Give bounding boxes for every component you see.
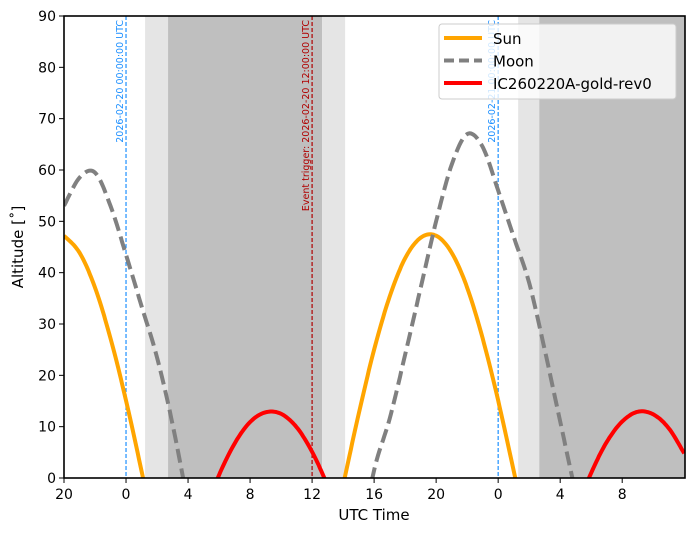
legend-label: IC260220A-gold-rev0 bbox=[493, 75, 652, 93]
y-axis-label: Altitude [˚] bbox=[9, 206, 27, 289]
x-axis-label: UTC Time bbox=[338, 506, 409, 524]
legend-label: Sun bbox=[493, 30, 522, 48]
y-tick-label: 90 bbox=[38, 9, 56, 25]
x-tick-label: 0 bbox=[494, 487, 503, 503]
y-tick-label: 10 bbox=[38, 420, 56, 436]
y-axis: 0 10 20 30 40 50 60 70 80 90 bbox=[38, 9, 64, 487]
y-tick-label: 70 bbox=[38, 112, 56, 128]
x-tick-label: 16 bbox=[365, 487, 383, 503]
legend-label: Moon bbox=[493, 53, 534, 71]
y-tick-label: 50 bbox=[38, 214, 56, 230]
vertical-marker-label: 2026-02-20 00:00:00 UTC bbox=[115, 20, 126, 143]
vertical-marker-label: Event trigger: 2026-02-20 12:00:00 UTC bbox=[301, 20, 312, 211]
x-tick-label: 4 bbox=[184, 487, 193, 503]
series-lines bbox=[64, 131, 685, 478]
x-tick-label: 12 bbox=[303, 487, 321, 503]
night-region bbox=[168, 16, 323, 478]
x-tick-label: 4 bbox=[556, 487, 565, 503]
y-tick-label: 0 bbox=[47, 471, 56, 487]
x-tick-label: 8 bbox=[246, 487, 255, 503]
twilight-region bbox=[145, 16, 169, 478]
y-tick-label: 30 bbox=[38, 317, 56, 333]
y-tick-label: 40 bbox=[38, 266, 56, 282]
series-line-sun bbox=[64, 232, 518, 478]
series-line-moon bbox=[64, 131, 575, 478]
legend-box bbox=[438, 23, 677, 100]
x-tick-label: 20 bbox=[427, 487, 445, 503]
y-tick-label: 60 bbox=[38, 163, 56, 179]
legend: Sun Moon IC260220A-gold-rev0 bbox=[438, 23, 677, 100]
twilight-region bbox=[518, 16, 540, 478]
y-tick-label: 80 bbox=[38, 60, 56, 76]
x-axis: 20 0 4 8 12 16 20 0 4 8 bbox=[55, 478, 627, 503]
twilight-region bbox=[322, 16, 346, 478]
y-tick-label: 20 bbox=[38, 368, 56, 384]
x-tick-label: 20 bbox=[55, 487, 73, 503]
x-tick-label: 8 bbox=[618, 487, 627, 503]
x-tick-label: 0 bbox=[122, 487, 131, 503]
